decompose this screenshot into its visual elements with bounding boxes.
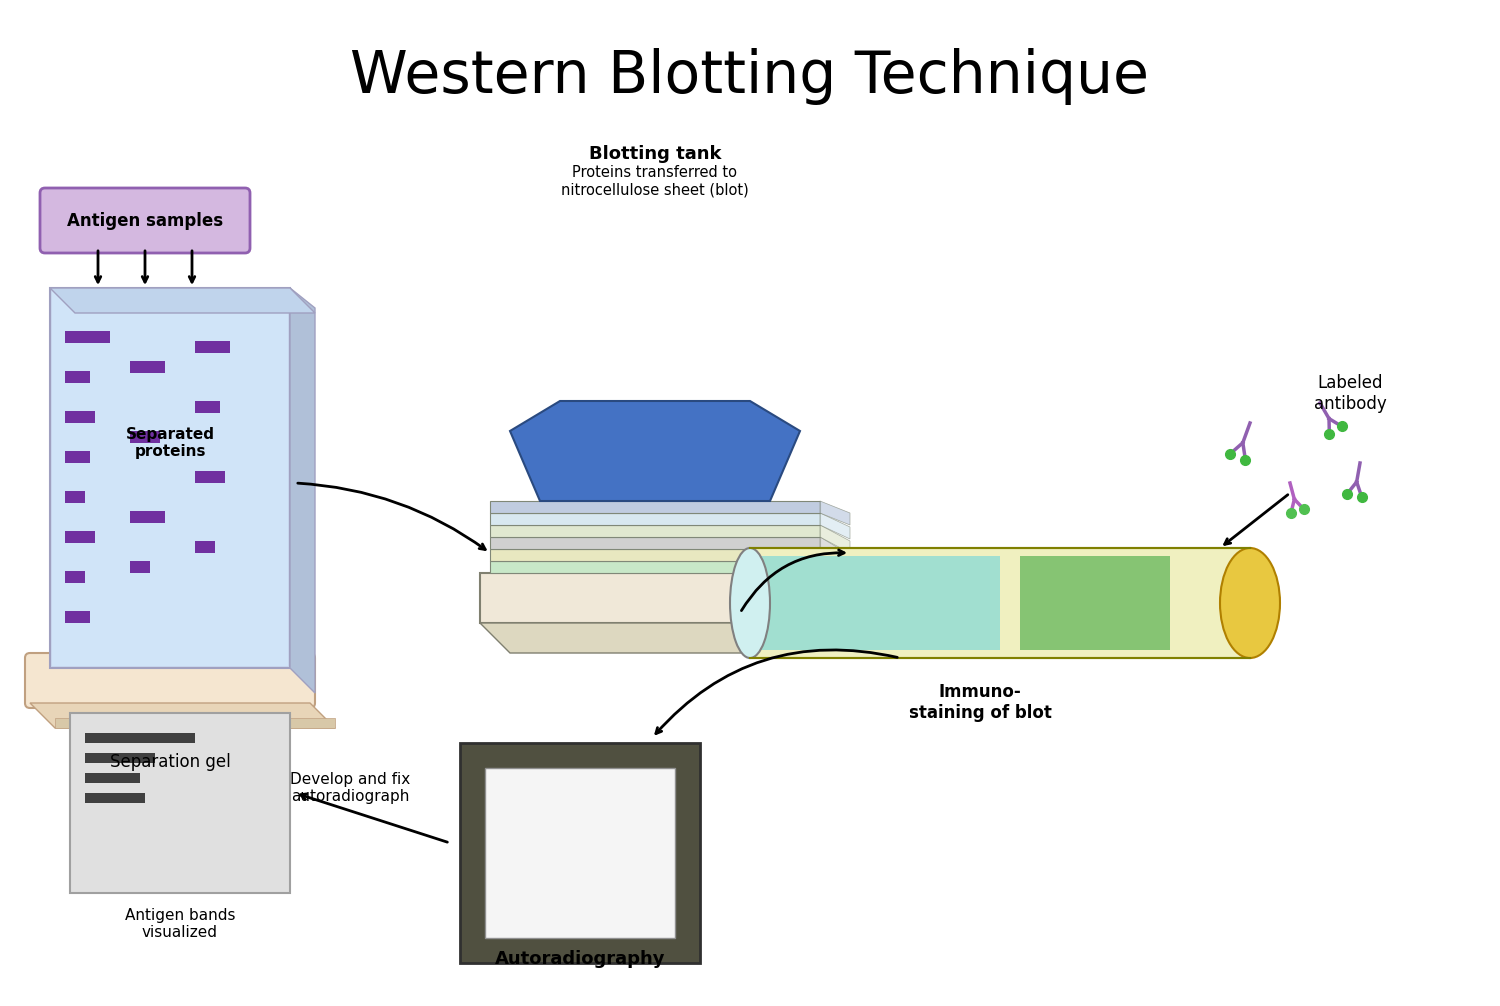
- Bar: [135, 288, 165, 313]
- Text: Antigen bands
visualized: Antigen bands visualized: [124, 908, 236, 941]
- Bar: [130, 361, 165, 373]
- Bar: [130, 561, 150, 573]
- Bar: [86, 733, 195, 743]
- Bar: [64, 451, 90, 463]
- Polygon shape: [821, 513, 850, 539]
- Text: Separation gel: Separation gel: [110, 753, 231, 771]
- Bar: [86, 753, 154, 763]
- Ellipse shape: [730, 548, 770, 658]
- FancyBboxPatch shape: [750, 548, 1250, 658]
- Bar: [64, 411, 94, 423]
- Bar: [750, 556, 1000, 650]
- Bar: [490, 537, 820, 549]
- Text: Labeled
antibody: Labeled antibody: [1314, 374, 1386, 413]
- Bar: [64, 331, 110, 343]
- Bar: [130, 511, 165, 523]
- Bar: [64, 491, 86, 503]
- Ellipse shape: [1220, 548, 1280, 658]
- Bar: [64, 571, 86, 583]
- Text: Autoradiography: Autoradiography: [495, 950, 666, 968]
- Bar: [195, 401, 220, 413]
- Polygon shape: [56, 718, 334, 728]
- FancyBboxPatch shape: [460, 743, 700, 963]
- Polygon shape: [821, 561, 850, 595]
- Polygon shape: [830, 573, 860, 653]
- Polygon shape: [480, 623, 860, 653]
- Bar: [130, 431, 160, 443]
- Text: Immuno-
staining of blot: Immuno- staining of blot: [909, 683, 1052, 721]
- Polygon shape: [50, 288, 315, 313]
- Text: Separated
proteins: Separated proteins: [126, 427, 214, 459]
- Text: Antigen samples: Antigen samples: [68, 212, 224, 230]
- Bar: [64, 531, 94, 543]
- FancyBboxPatch shape: [480, 573, 830, 623]
- Text: Western Blotting Technique: Western Blotting Technique: [351, 48, 1149, 105]
- Polygon shape: [290, 288, 315, 693]
- FancyBboxPatch shape: [53, 288, 288, 666]
- Text: Blotting tank: Blotting tank: [588, 145, 722, 163]
- Bar: [195, 341, 230, 353]
- Bar: [490, 513, 820, 525]
- Bar: [64, 371, 90, 383]
- Polygon shape: [821, 537, 850, 567]
- Bar: [195, 471, 225, 483]
- Polygon shape: [30, 703, 334, 728]
- Polygon shape: [510, 401, 800, 501]
- Bar: [86, 793, 146, 803]
- Polygon shape: [821, 501, 850, 525]
- FancyBboxPatch shape: [50, 288, 290, 668]
- Bar: [490, 561, 820, 573]
- Bar: [86, 773, 140, 783]
- Bar: [184, 288, 214, 313]
- Bar: [64, 611, 90, 623]
- Bar: [86, 288, 116, 313]
- Bar: [490, 501, 820, 513]
- Polygon shape: [821, 549, 850, 581]
- Text: Develop and fix
autoradiograph: Develop and fix autoradiograph: [290, 772, 410, 804]
- Bar: [1020, 556, 1170, 650]
- FancyBboxPatch shape: [70, 713, 290, 893]
- Bar: [490, 549, 820, 561]
- Bar: [195, 541, 214, 553]
- Text: Proteins transferred to
nitrocellulose sheet (blot): Proteins transferred to nitrocellulose s…: [561, 165, 748, 197]
- FancyBboxPatch shape: [40, 188, 251, 253]
- FancyBboxPatch shape: [26, 653, 315, 708]
- FancyBboxPatch shape: [484, 768, 675, 938]
- Polygon shape: [821, 525, 850, 553]
- Bar: [490, 525, 820, 537]
